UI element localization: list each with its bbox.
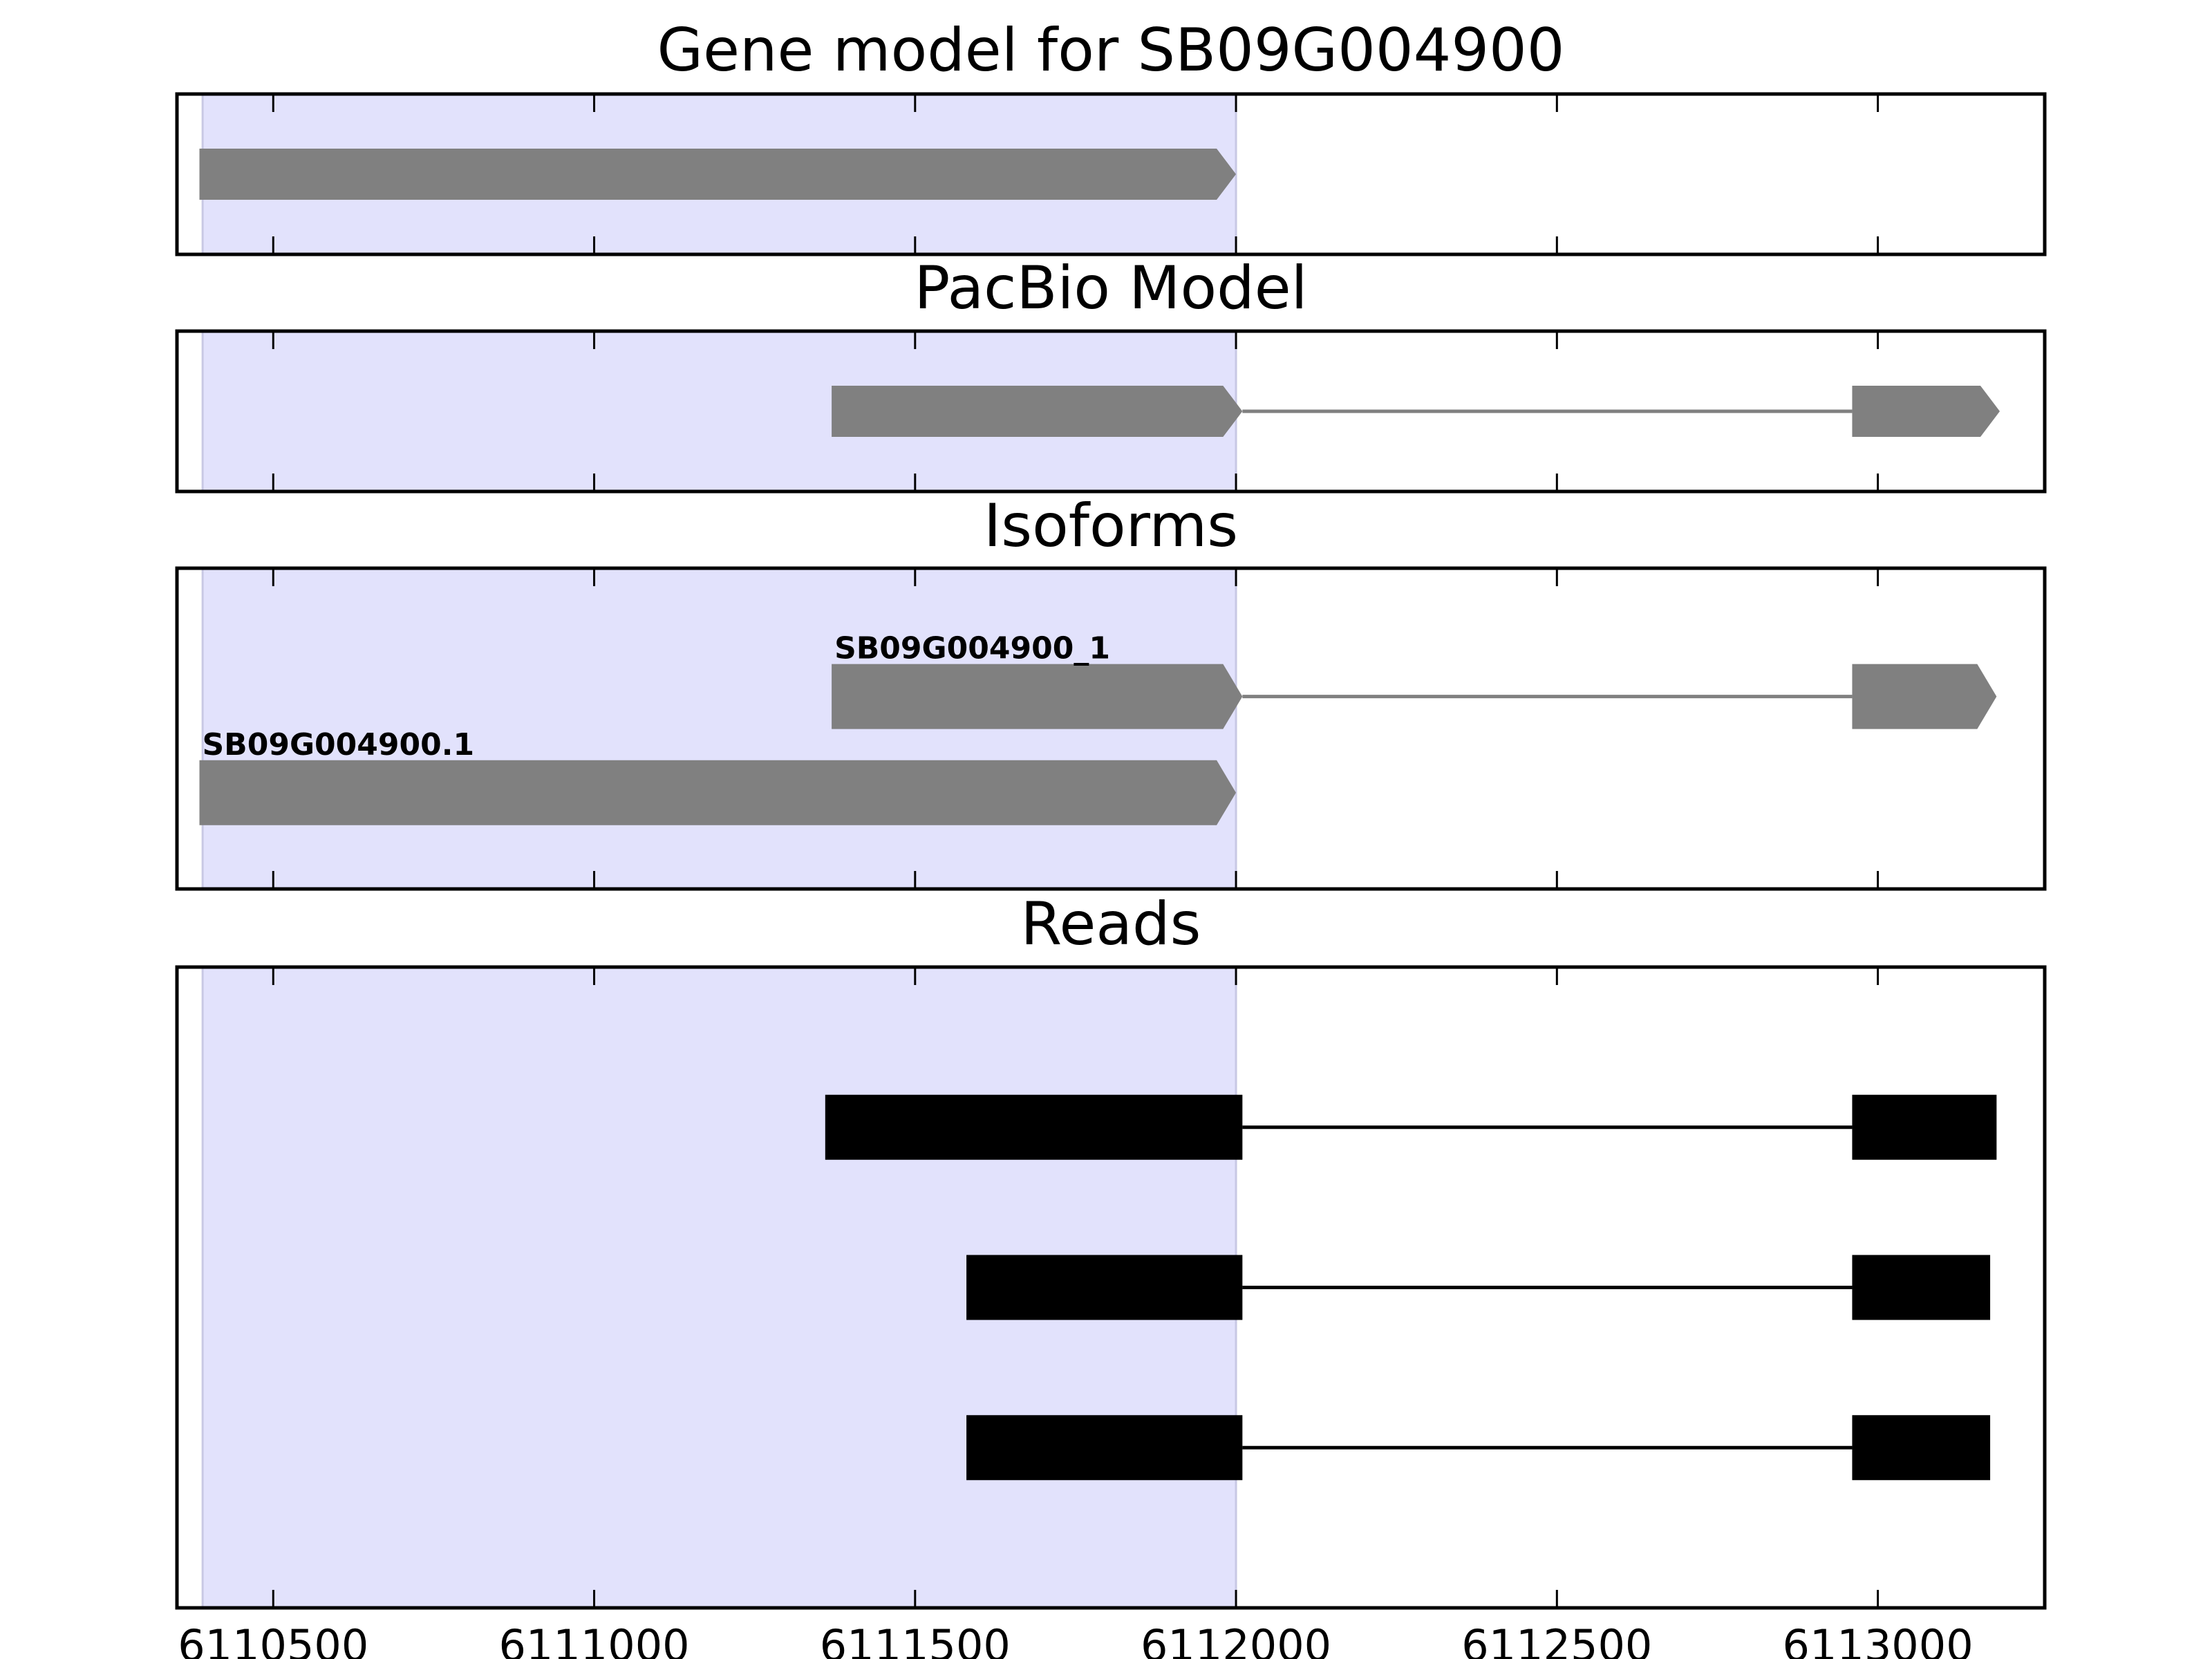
x-tick-label: 6110500 (178, 1620, 368, 1659)
x-tick-label: 6111000 (498, 1620, 689, 1659)
exon-block (199, 760, 1237, 825)
panel-title: PacBio Model (914, 254, 1307, 323)
read-block (825, 1094, 1243, 1160)
x-tick-label: 6113000 (1783, 1620, 1974, 1659)
panel-title: Isoforms (984, 491, 1238, 561)
panel-isoforms: Isoforms SB09G004900_1 SB09G004900.1 (175, 491, 2047, 891)
x-tick-label: 6111500 (820, 1620, 1011, 1659)
read-block (1852, 1094, 1997, 1160)
read-block (966, 1415, 1243, 1481)
axes-frame (175, 566, 2047, 891)
axes-frame (175, 965, 2047, 1610)
isoform-label: SB09G004900.1 (202, 727, 474, 762)
exon-block (199, 149, 1237, 200)
panels-layer: Gene model for SB09G004900 PacBio Model Is… (175, 16, 2047, 1659)
exon-block (1852, 664, 1997, 729)
axes-frame (175, 92, 2047, 256)
panel-pacbio-model: PacBio Model (175, 254, 2047, 494)
panel-title: Reads (1021, 890, 1201, 959)
panel-reads: Reads 6110500 6111000 6111500 6112000 6112500… (175, 890, 2047, 1659)
exon-block (832, 664, 1243, 729)
read-block (1852, 1415, 1991, 1481)
exon-block (832, 386, 1243, 437)
exon-block (1852, 386, 2000, 437)
x-tick-label: 6112000 (1141, 1620, 1331, 1659)
panel-title: Gene model for SB09G004900 (657, 16, 1565, 85)
read-block (966, 1255, 1243, 1320)
isoform-label: SB09G004900_1 (834, 631, 1110, 666)
axes-frame (175, 329, 2047, 494)
x-tick-label: 6112500 (1461, 1620, 1652, 1659)
panel-gene-model: Gene model for SB09G004900 (175, 16, 2047, 256)
read-block (1852, 1255, 1991, 1320)
